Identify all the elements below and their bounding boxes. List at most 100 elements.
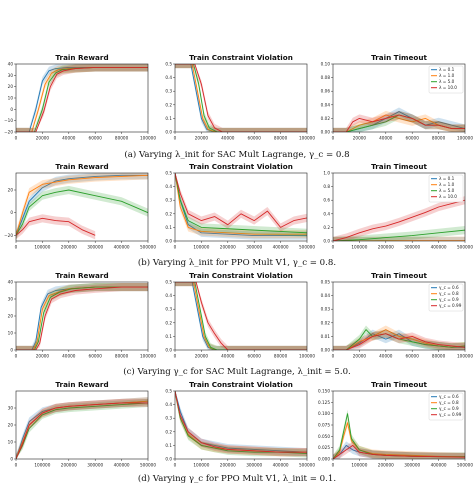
legend-box bbox=[428, 283, 464, 312]
x-tick-label: 200000 bbox=[61, 463, 77, 468]
legend-label: γ_c = 0.6 bbox=[439, 285, 459, 290]
y-tick-label: 0.3 bbox=[165, 416, 172, 421]
y-tick-label: 0 bbox=[10, 210, 13, 215]
y-tick-label: 0.4 bbox=[165, 402, 172, 407]
x-tick-label: 400000 bbox=[114, 463, 130, 468]
x-tick-label: 80000 bbox=[274, 354, 288, 359]
legend-label: λ = 0.1 bbox=[439, 67, 455, 72]
y-tick-label: 20 bbox=[8, 84, 14, 89]
caption-b: (b) Varying λ_init for PPO Mult V1, γ_c … bbox=[137, 258, 337, 268]
legend-box bbox=[428, 65, 464, 94]
series-line bbox=[175, 173, 307, 234]
series-line bbox=[175, 64, 307, 132]
x-tick-label: 20000 bbox=[195, 136, 209, 141]
legend-label: γ_c = 0.8 bbox=[439, 400, 459, 405]
series-band bbox=[16, 398, 148, 459]
legend: γ_c = 0.6γ_c = 0.8γ_c = 0.9γ_c = 0.99 bbox=[428, 283, 464, 312]
legend-label: γ_c = 0.6 bbox=[439, 394, 459, 399]
series-band bbox=[175, 391, 307, 457]
chart-panel: Train Reward 0 100000 200000 300000 400000 500… bbox=[8, 380, 157, 468]
chart-panel: Train Timeout 0 100000 200000 300000 400000 50… bbox=[318, 380, 473, 468]
x-tick-label: 40000 bbox=[379, 136, 393, 141]
y-tick-label: 0.6 bbox=[323, 198, 330, 203]
x-tick-label: 20000 bbox=[36, 354, 50, 359]
x-tick-label: 100000 bbox=[140, 354, 156, 359]
plot-frame bbox=[174, 172, 308, 242]
x-tick-label: 20000 bbox=[36, 136, 50, 141]
y-tick-label: 0.05 bbox=[321, 280, 331, 285]
x-tick-label: 40000 bbox=[221, 354, 235, 359]
series-band bbox=[16, 64, 148, 132]
series-band bbox=[16, 173, 148, 240]
chart-title: Train Reward bbox=[55, 380, 108, 389]
series-line bbox=[175, 173, 307, 235]
y-tick-label: 0.02 bbox=[321, 116, 331, 121]
y-tick-label: 40 bbox=[8, 62, 14, 67]
y-tick-label: 0.0 bbox=[323, 239, 330, 244]
x-tick-label: 200000 bbox=[378, 245, 394, 250]
x-tick-label: 0 bbox=[332, 245, 335, 250]
y-tick-label: 0.1 bbox=[165, 443, 172, 448]
x-tick-label: 40000 bbox=[62, 136, 76, 141]
y-tick-label: 0.00 bbox=[321, 348, 331, 353]
legend-label: γ_c = 0.8 bbox=[439, 291, 459, 296]
x-tick-label: 0 bbox=[174, 463, 177, 468]
x-tick-label: 100000 bbox=[193, 463, 209, 468]
plot-area bbox=[175, 391, 307, 458]
x-tick-label: 0 bbox=[15, 463, 18, 468]
chart-panel: Train Constraint Violation 0 100000 200000 3… bbox=[165, 380, 315, 468]
legend: λ = 0.1λ = 1.0λ = 5.0λ = 10.0 bbox=[428, 65, 464, 94]
x-tick-label: 0 bbox=[174, 136, 177, 141]
x-tick-label: 100000 bbox=[457, 354, 473, 359]
series-band bbox=[333, 325, 465, 350]
x-tick-label: 300000 bbox=[87, 463, 103, 468]
y-tick-label: 0.03 bbox=[321, 307, 331, 312]
legend-label: λ = 10.0 bbox=[439, 194, 457, 199]
series-line bbox=[175, 64, 307, 132]
legend-label: λ = 1.0 bbox=[439, 182, 455, 187]
plot-frame bbox=[174, 63, 308, 133]
x-tick-label: 100000 bbox=[351, 463, 367, 468]
x-tick-label: 60000 bbox=[248, 136, 262, 141]
chart-title: Train Timeout bbox=[371, 53, 427, 62]
series-band bbox=[333, 441, 465, 459]
x-tick-label: 500000 bbox=[140, 463, 156, 468]
x-tick-label: 100000 bbox=[140, 136, 156, 141]
y-tick-label: −20 bbox=[4, 130, 13, 135]
x-tick-label: 100000 bbox=[351, 245, 367, 250]
plot-frame bbox=[15, 172, 149, 242]
chart-panel: Train Constraint Violation 0 100000 200000 3… bbox=[165, 162, 315, 250]
y-tick-label: 0.2 bbox=[165, 211, 172, 216]
y-tick-label: 20 bbox=[8, 188, 14, 193]
legend-label: γ_c = 0.9 bbox=[439, 297, 459, 302]
plot-frame bbox=[174, 281, 308, 351]
legend-box bbox=[428, 392, 464, 421]
y-tick-label: 0.2 bbox=[165, 320, 172, 325]
y-tick-label: 0.0 bbox=[165, 457, 172, 462]
plot-frame bbox=[332, 390, 466, 460]
y-tick-label: 10 bbox=[8, 96, 14, 101]
x-tick-label: 500000 bbox=[299, 463, 315, 468]
y-tick-label: 0.2 bbox=[323, 225, 330, 230]
series-line bbox=[333, 229, 465, 241]
series-line bbox=[16, 174, 148, 236]
series-band bbox=[175, 391, 307, 457]
series-line bbox=[175, 64, 307, 132]
x-tick-label: 60000 bbox=[89, 136, 103, 141]
x-tick-label: 0 bbox=[332, 463, 335, 468]
y-tick-label: 0.4 bbox=[323, 211, 330, 216]
x-tick-label: 100000 bbox=[193, 245, 209, 250]
series-band bbox=[175, 64, 307, 132]
y-tick-label: 10 bbox=[8, 440, 14, 445]
plot-frame bbox=[15, 281, 149, 351]
x-tick-label: 100000 bbox=[299, 136, 315, 141]
legend-label: λ = 10.0 bbox=[439, 85, 457, 90]
plot-area bbox=[16, 397, 148, 459]
x-tick-label: 200000 bbox=[61, 245, 77, 250]
y-tick-label: 0 bbox=[10, 348, 13, 353]
series-line bbox=[16, 286, 148, 350]
x-tick-label: 200000 bbox=[378, 463, 394, 468]
x-tick-label: 20000 bbox=[353, 354, 367, 359]
chart-title: Train Reward bbox=[55, 53, 108, 62]
caption-a: (a) Varying λ_init for SAC Mult Lagrange… bbox=[124, 150, 350, 160]
